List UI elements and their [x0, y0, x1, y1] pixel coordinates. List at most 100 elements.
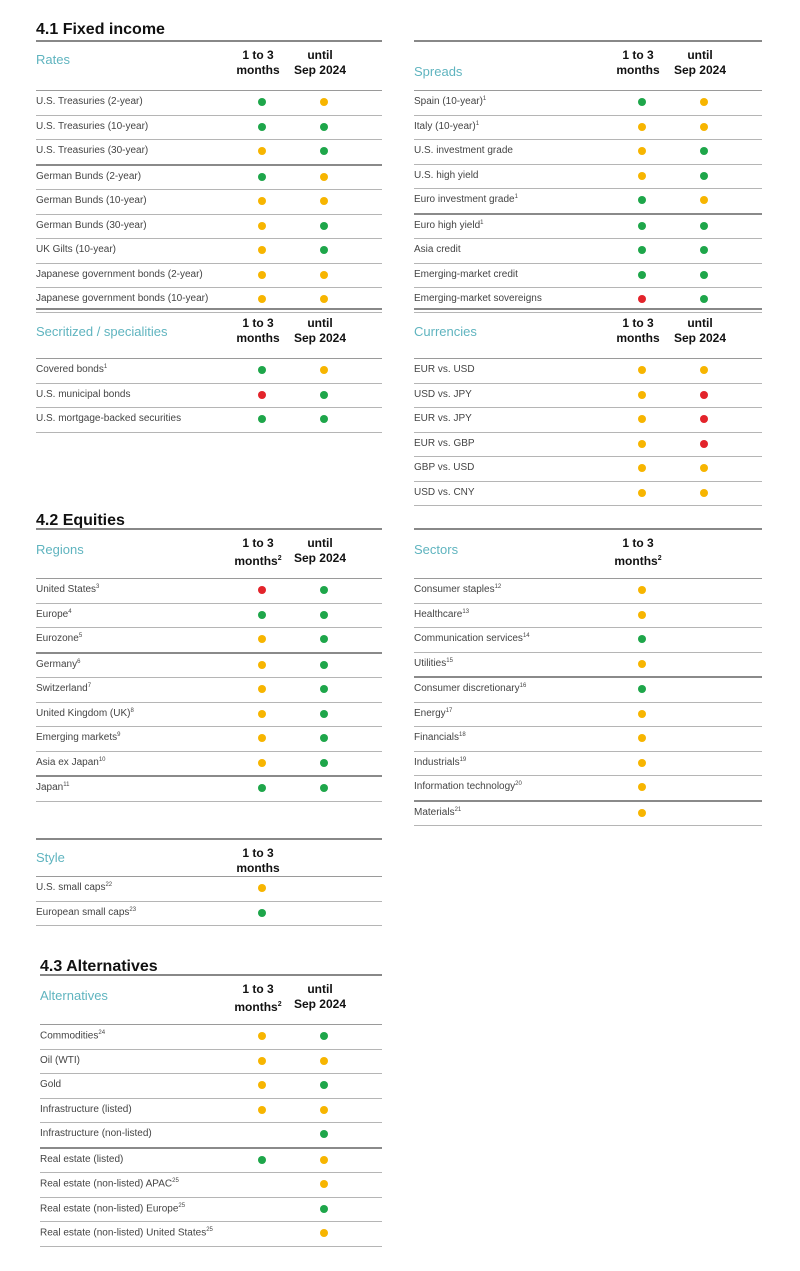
- signal-dot-short-term-green: [638, 270, 646, 279]
- row-label-text: Switzerland: [36, 683, 88, 695]
- signal-dot-long-term-yellow: [320, 1229, 328, 1237]
- column-header-line1: 1 to 3: [622, 536, 654, 550]
- footnote-marker: 25: [206, 1227, 213, 1233]
- table-currencies: Currencies 1 to 3 months until Sep 2024 EUR v…: [414, 308, 762, 506]
- table-top-rule: [36, 40, 382, 42]
- table-category: Rates: [36, 52, 70, 67]
- row-label-text: U.S. high yield: [414, 169, 479, 181]
- table-top-rule: [414, 40, 762, 42]
- row-label-text: U.S. Treasuries (30-year): [36, 145, 149, 156]
- row-label-text: Europe: [36, 608, 69, 620]
- signal-dot-short-term-green: [258, 784, 266, 792]
- signal-dot-short-term-yellow: [258, 685, 266, 693]
- row-label-text: Germany: [36, 658, 78, 670]
- signal-dot-short-term-green: [258, 366, 266, 374]
- table-row: Germany6: [36, 654, 382, 678]
- column-header-1-to-3-months: 1 to 3 months2: [605, 536, 671, 569]
- footnote-marker: 16: [519, 683, 527, 689]
- row-label-text: German Bunds (10-year): [36, 195, 147, 206]
- table-row: EUR vs. USD: [414, 359, 762, 384]
- row-label-text: Emerging-market credit: [414, 268, 518, 280]
- footnote-marker: 8: [130, 707, 134, 714]
- table-row: Communication services14: [414, 628, 762, 653]
- row-label-text: Industrials: [414, 756, 460, 768]
- row-label-text: U.S. mortgage-backed securities: [36, 413, 182, 424]
- table-row: Real estate (non-listed) Europe25: [40, 1198, 382, 1222]
- column-header-1-to-3-months: 1 to 3 months: [225, 316, 291, 346]
- table-row: Covered bonds1: [36, 359, 382, 384]
- column-header-until-sep-2024: until Sep 2024: [667, 48, 733, 78]
- section-title-equities: 4.2 Equities: [36, 512, 125, 529]
- row-label: Switzerland7: [36, 683, 91, 694]
- row-label: European small caps23: [36, 907, 136, 918]
- signal-dot-short-term-green: [258, 172, 266, 181]
- table-row: U.S. mortgage-backed securities: [36, 408, 382, 433]
- column-header-line1: until: [307, 316, 333, 330]
- footnote-marker: 18: [459, 732, 466, 738]
- footnote-marker: 2: [277, 1001, 282, 1008]
- row-label: Utilities15: [414, 658, 453, 669]
- row-label-text: EUR vs. JPY: [414, 413, 472, 424]
- table-row: Eurozone5: [36, 628, 382, 654]
- table-header: Rates 1 to 3 months until Sep 2024: [36, 42, 382, 91]
- table-category: Style: [36, 850, 65, 865]
- table-row: U.S. Treasuries (30-year): [36, 140, 382, 166]
- footnote-marker: 11: [63, 782, 70, 788]
- signal-dot-long-term-green: [700, 221, 708, 230]
- row-label: GBP vs. USD: [414, 462, 474, 473]
- footnote-marker: 1: [514, 194, 518, 200]
- row-label: German Bunds (2-year): [36, 171, 141, 182]
- row-label-text: Gold: [40, 1079, 62, 1090]
- row-label: USD vs. CNY: [414, 487, 475, 498]
- row-label: Industrials19: [414, 757, 466, 768]
- signal-dot-long-term-green: [320, 221, 328, 230]
- signal-dot-long-term-green: [320, 1081, 328, 1089]
- row-label: Healthcare13: [414, 609, 469, 620]
- signal-dot-long-term-yellow: [700, 98, 708, 106]
- signal-dot-long-term-yellow: [320, 1056, 328, 1065]
- signal-dot-short-term-green: [258, 98, 266, 106]
- table-row: Gold: [40, 1074, 382, 1099]
- table-header: Spreads 1 to 3 months until Sep 2024: [414, 42, 762, 91]
- table-row: U.S. investment grade: [414, 140, 762, 165]
- table-row: Emerging markets9: [36, 727, 382, 752]
- row-label-text: Covered bonds: [36, 364, 104, 376]
- table-row: Real estate (listed): [40, 1149, 382, 1173]
- column-header-until-sep-2024: until Sep 2024: [287, 982, 353, 1012]
- table-header: Regions 1 to 3 months2 until Sep 2024: [36, 530, 382, 579]
- signal-dot-short-term-yellow: [258, 1032, 266, 1040]
- row-label-text: Information technology: [414, 781, 516, 793]
- footnote-marker: 6: [77, 658, 81, 665]
- row-label-text: European small caps: [36, 906, 130, 918]
- signal-dot-short-term-red: [258, 586, 266, 594]
- table-row: USD vs. JPY: [414, 384, 762, 408]
- table-row: United Kingdom (UK)8: [36, 703, 382, 727]
- table-top-rule: [36, 838, 382, 840]
- row-label-text: Eurozone: [36, 633, 79, 645]
- column-header-line2: Sep 2024: [673, 63, 727, 77]
- footnote-marker: 1: [103, 364, 108, 370]
- row-label: Consumer discretionary16: [414, 683, 526, 694]
- signal-dot-long-term-yellow: [700, 464, 708, 472]
- row-label: Financials18: [414, 732, 466, 743]
- row-label: Emerging markets9: [36, 732, 120, 743]
- table-top-rule: [414, 528, 762, 530]
- row-label: Japanese government bonds (10-year): [36, 293, 208, 304]
- row-label: Germany6: [36, 659, 80, 670]
- signal-dot-short-term-yellow: [638, 659, 646, 668]
- table-row: GBP vs. USD: [414, 457, 762, 482]
- signal-dot-long-term-yellow: [320, 270, 328, 279]
- table-row: Consumer discretionary16: [414, 678, 762, 703]
- signal-dot-long-term-yellow: [700, 196, 708, 204]
- column-header-line1: 1 to 3: [242, 536, 274, 550]
- row-label: U.S. high yield: [414, 170, 478, 181]
- signal-dot-short-term-yellow: [638, 709, 646, 718]
- footnote-marker: 21: [454, 806, 462, 813]
- signal-dot-short-term-yellow: [638, 488, 646, 497]
- table-row: Emerging-market credit: [414, 264, 762, 288]
- signal-dot-long-term-green: [320, 734, 328, 742]
- signal-dot-long-term-green: [320, 586, 328, 594]
- row-label-text: GBP vs. USD: [414, 462, 475, 473]
- row-label: Infrastructure (listed): [40, 1104, 132, 1115]
- row-label: German Bunds (30-year): [36, 220, 147, 231]
